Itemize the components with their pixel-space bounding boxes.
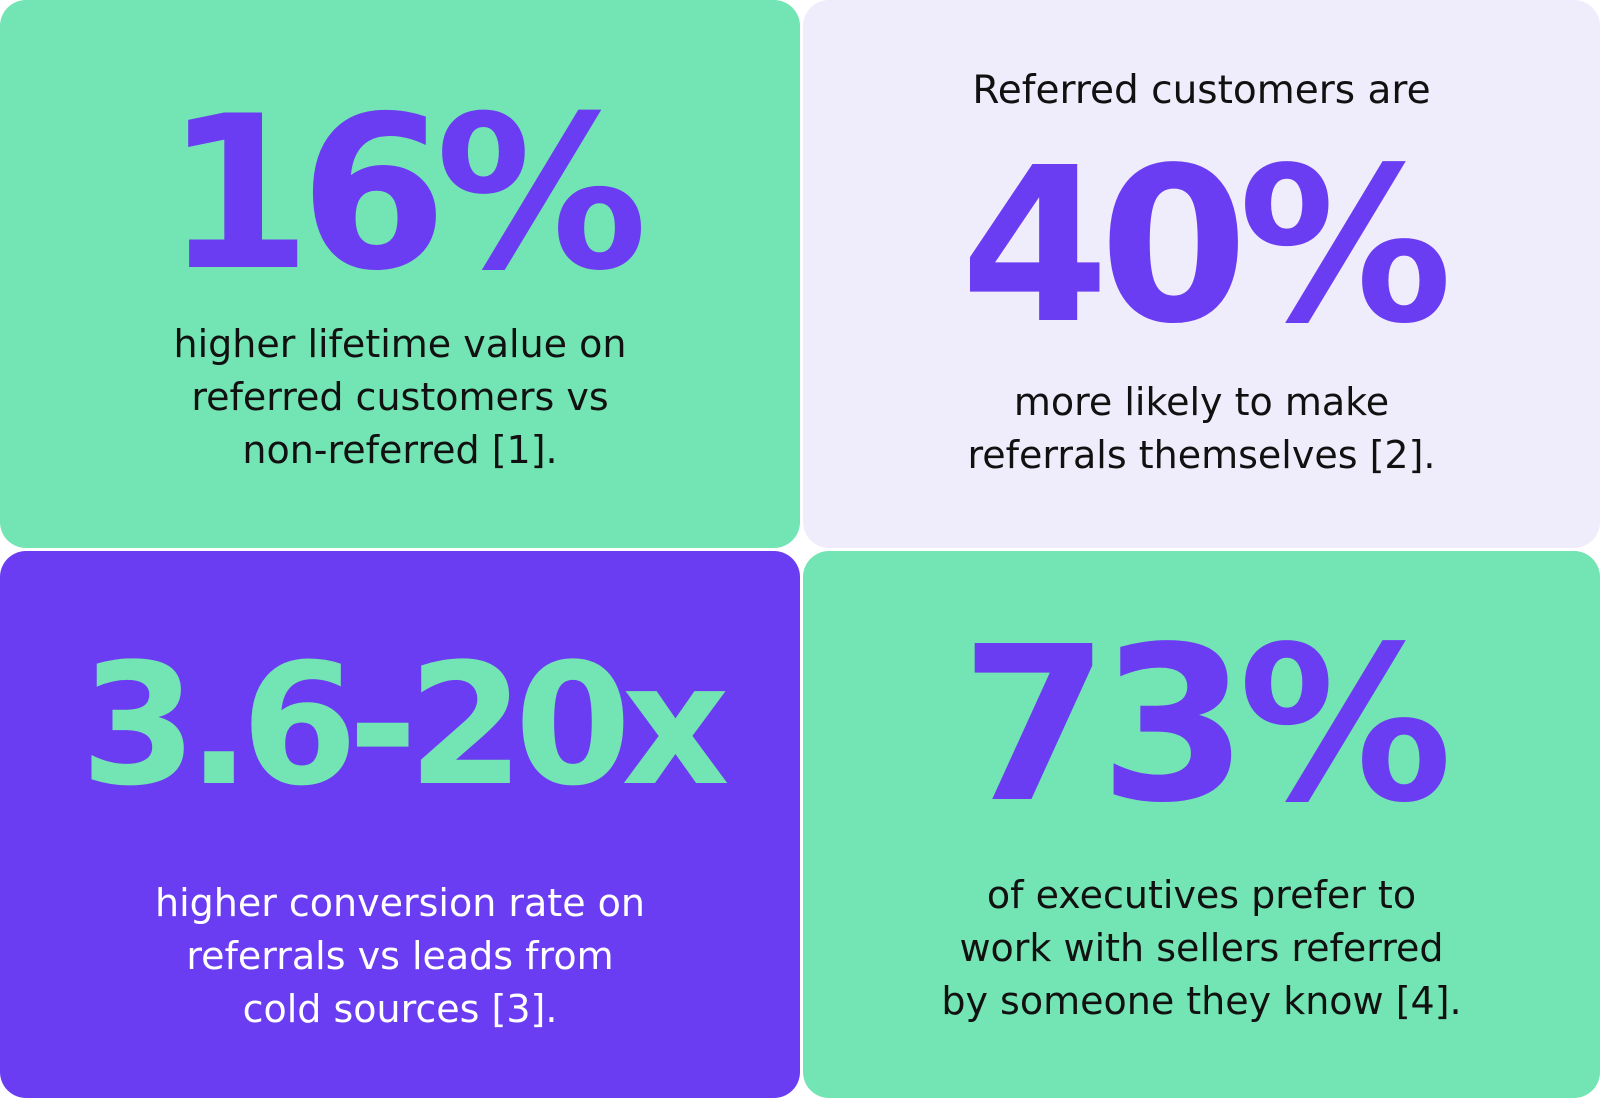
stat-card-conversion-rate: 3.6-20x higher conversion rate on referr… (0, 551, 800, 1098)
stat-card-executives: 73% of executives prefer to work with se… (803, 551, 1600, 1098)
stat-intro: Referred customers are (972, 68, 1431, 113)
stat-value: 3.6-20x (80, 627, 730, 823)
stat-card-referrals: Referred customers are 40% more likely t… (803, 0, 1600, 548)
stat-description: of executives prefer to work with seller… (941, 873, 1462, 1023)
stat-description: higher lifetime value on referred custom… (173, 322, 627, 472)
stat-description: more likely to make referrals themselves… (967, 380, 1436, 477)
stat-value: 73% (960, 601, 1452, 850)
stat-card-lifetime-value: 16% higher lifetime value on referred cu… (0, 0, 800, 548)
stat-value: 16% (164, 70, 647, 317)
stat-value: 40% (960, 122, 1452, 371)
stat-description: higher conversion rate on referrals vs l… (154, 881, 645, 1031)
